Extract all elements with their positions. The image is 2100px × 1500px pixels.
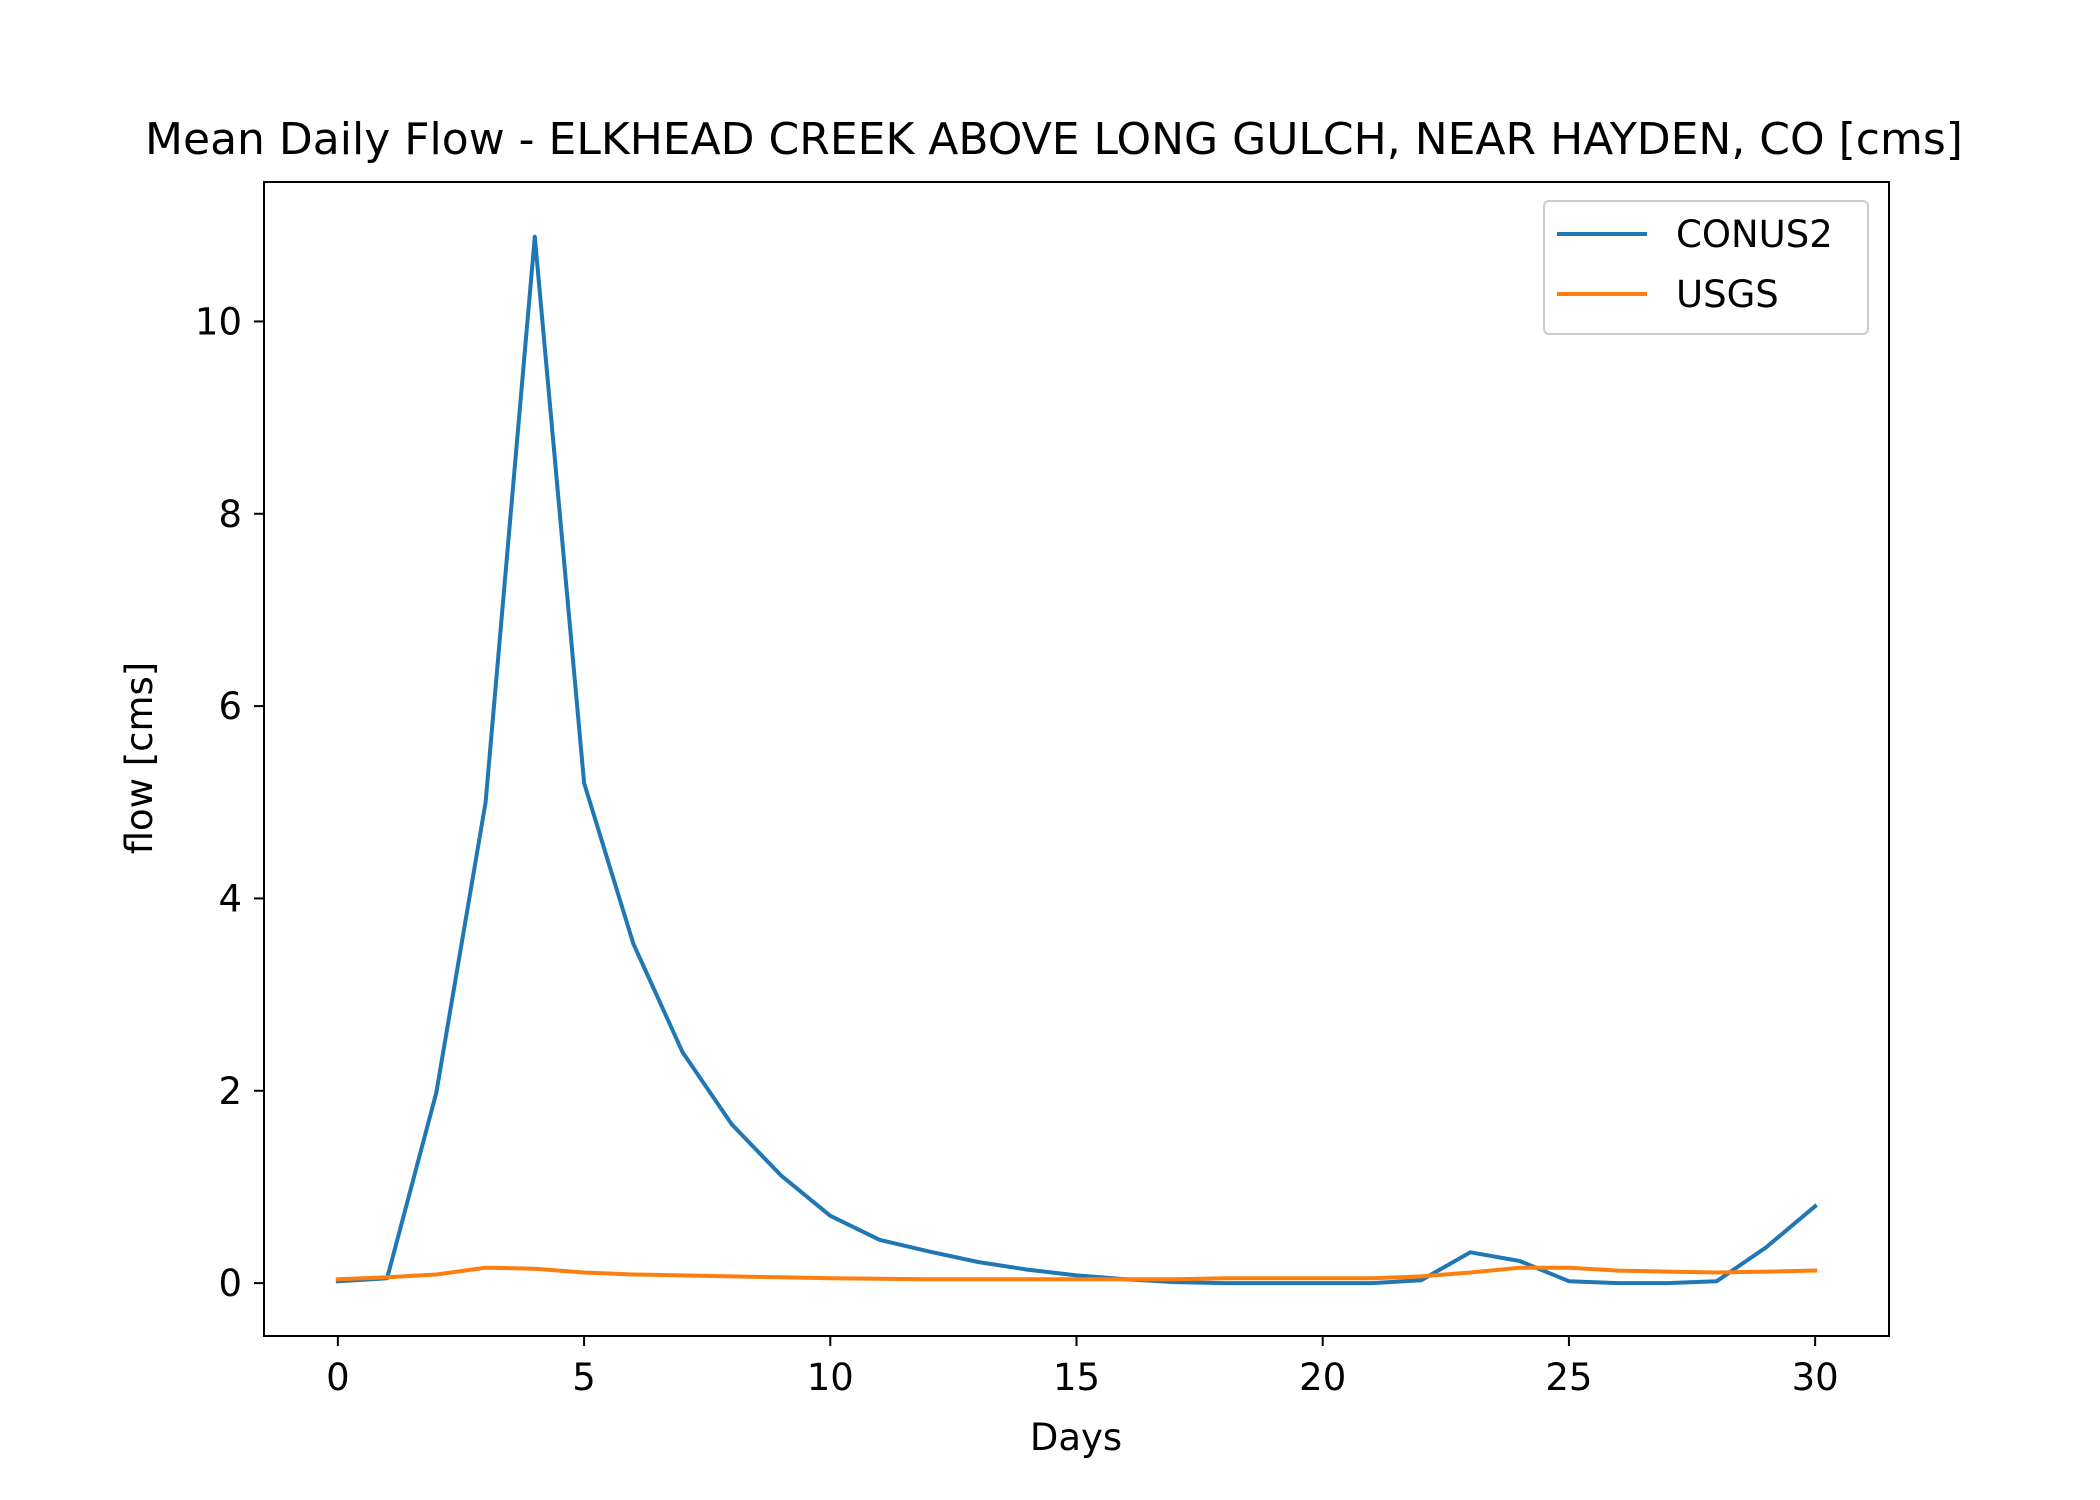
legend-label-usgs: USGS — [1676, 273, 1779, 316]
x-tick-label: 25 — [1545, 1356, 1592, 1399]
x-tick-label: 10 — [807, 1356, 854, 1399]
legend: CONUS2 USGS — [1543, 200, 1869, 335]
series-group — [335, 234, 1818, 1286]
y-tick-label: 0 — [218, 1262, 242, 1305]
plot-frame — [263, 181, 1890, 1337]
x-axis-ticks: 0 5 10 15 20 25 30 — [326, 1336, 1839, 1399]
x-tick-label: 20 — [1299, 1356, 1346, 1399]
y-tick-label: 8 — [218, 493, 242, 536]
legend-label-conus2: CONUS2 — [1676, 213, 1833, 256]
y-tick-label: 2 — [218, 1070, 242, 1113]
y-axis-label: flow [cms] — [118, 662, 161, 855]
chart-title: Mean Daily Flow - ELKHEAD CREEK ABOVE LO… — [145, 114, 1963, 165]
x-tick-label: 15 — [1053, 1356, 1100, 1399]
y-tick-label: 4 — [218, 877, 242, 920]
x-tick-label: 30 — [1792, 1356, 1839, 1399]
series-line-usgs — [335, 1265, 1818, 1282]
y-tick-label: 6 — [218, 685, 242, 728]
y-axis-ticks: 0 2 4 6 8 10 — [195, 300, 264, 1305]
x-tick-label: 0 — [326, 1356, 350, 1399]
plot-area — [264, 182, 1889, 1336]
x-tick-label: 5 — [572, 1356, 596, 1399]
y-tick-label: 10 — [195, 300, 242, 343]
series-line-conus2 — [335, 234, 1818, 1286]
x-axis-label: Days — [1030, 1416, 1122, 1459]
